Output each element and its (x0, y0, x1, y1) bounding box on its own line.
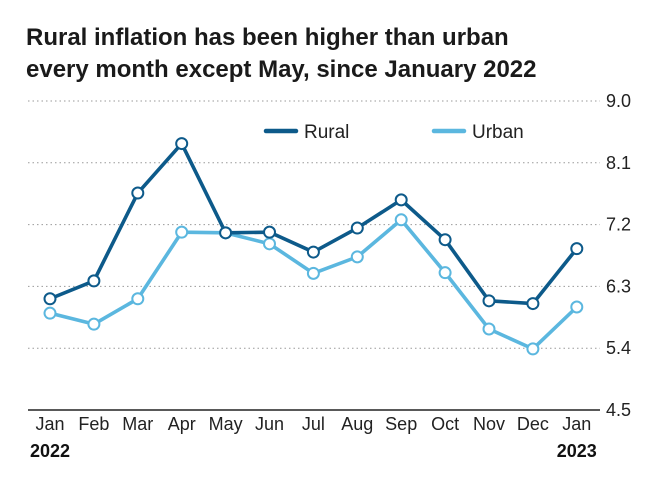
legend-label-rural: Rural (304, 122, 349, 143)
y-tick-label: 9.0 (606, 91, 631, 111)
x-tick-label: Jan (562, 414, 591, 434)
x-tick-label: Jan (35, 414, 64, 434)
x-tick-label: May (209, 414, 243, 434)
x-axis: Jan Feb Mar Apr May Jun Jul Aug Sep Oct Nov Dec Jan 2… (30, 414, 597, 461)
legend-label-urban: Urban (472, 122, 524, 143)
urban-data-point (394, 213, 408, 227)
rural-data-point (219, 226, 233, 240)
rural-data-point (350, 221, 364, 235)
rural-data-point (263, 225, 276, 239)
chart-title-line-1: Rural inflation has been higher than urb… (26, 24, 509, 51)
urban-data-point (350, 250, 364, 264)
series-group (43, 137, 584, 356)
y-tick-label: 7.2 (606, 215, 631, 235)
rural-data-point (438, 233, 452, 247)
urban-data-point (482, 322, 496, 336)
y-tick-label: 8.1 (606, 153, 631, 173)
urban-series-line (48, 217, 579, 351)
x-tick-label: Nov (473, 414, 505, 434)
x-year-label: 2023 (557, 441, 597, 461)
legend: Rural Urban (263, 122, 524, 143)
rural-data-point (482, 294, 496, 308)
urban-data-point (526, 342, 540, 356)
urban-data-point (131, 292, 145, 306)
rural-data-point (526, 297, 540, 311)
chart-title-line-2: every month except May, since January 20… (26, 56, 537, 83)
y-tick-label: 4.5 (606, 400, 631, 420)
urban-data-point (175, 225, 189, 239)
rural-data-point (87, 274, 101, 288)
x-tick-label: Oct (431, 414, 459, 434)
urban-data-point (306, 266, 320, 280)
x-tick-label: Jun (255, 414, 284, 434)
urban-data-point (438, 266, 452, 280)
y-tick-label: 6.3 (606, 276, 631, 296)
urban-data-point (43, 306, 57, 320)
urban-data-point (570, 300, 584, 314)
rural-data-point (131, 186, 145, 200)
x-tick-label: Mar (122, 414, 153, 434)
rural-data-point (175, 137, 189, 151)
urban-data-point (263, 237, 276, 251)
chart-title: Rural inflation has been higher than urb… (26, 22, 636, 86)
x-year-label: 2022 (30, 441, 70, 461)
x-tick-label: Feb (78, 414, 109, 434)
urban-data-point (87, 317, 101, 331)
x-tick-label: Dec (517, 414, 549, 434)
x-tick-label: Jul (302, 414, 325, 434)
rural-data-point (306, 245, 320, 259)
rural-data-point (570, 242, 584, 256)
rural-data-point (43, 292, 57, 306)
x-tick-label: Aug (341, 414, 373, 434)
x-tick-label: Apr (168, 414, 196, 434)
y-tick-label: 5.4 (606, 338, 631, 358)
y-axis: 9.0 8.1 7.2 6.3 5.4 4.5 (606, 91, 631, 420)
rural-data-point (394, 193, 408, 207)
x-tick-label: Sep (385, 414, 417, 434)
